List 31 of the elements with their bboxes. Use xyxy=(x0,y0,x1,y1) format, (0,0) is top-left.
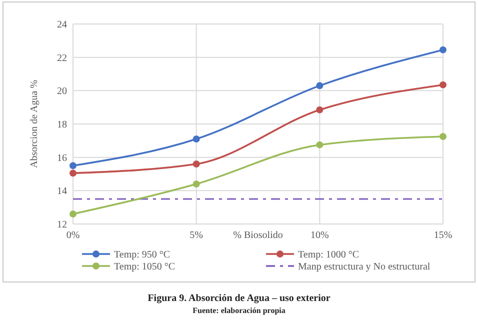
legend-label: Temp: 1000 °C xyxy=(298,250,360,260)
y-tick-label: 16 xyxy=(57,152,67,164)
text: Figura 9. Absorción de Agua – uso exterior xyxy=(148,293,331,304)
point xyxy=(70,170,76,177)
point xyxy=(70,210,76,218)
x-axis-title: % Biosolido xyxy=(233,230,283,241)
legend-label: Temp: 1050 °C xyxy=(114,262,176,272)
point xyxy=(192,136,200,142)
point xyxy=(316,141,324,148)
point xyxy=(192,160,200,168)
y-tick-label: 12 xyxy=(57,220,67,230)
source-note: Fuente: elaboración propia xyxy=(192,306,286,315)
point xyxy=(440,46,446,54)
y-tick-label: 18 xyxy=(57,120,67,130)
y-tick-label: 22 xyxy=(57,52,67,64)
y-tick-label: 20 xyxy=(57,86,67,98)
legend-label: Manp estructura y No estructural xyxy=(298,262,430,272)
point xyxy=(316,82,324,90)
legend-label: Temp: 950 °C xyxy=(114,250,170,260)
x-tick-label: 0% xyxy=(66,230,80,241)
y-axis-title: Absorcion de Agua % xyxy=(29,80,40,168)
point xyxy=(440,81,446,88)
x-tick-label: 15% xyxy=(434,230,452,241)
point xyxy=(70,162,76,170)
point xyxy=(316,106,324,114)
x-tick-label: 5% xyxy=(190,230,204,241)
point xyxy=(192,180,200,188)
y-tick-label: 14 xyxy=(57,186,67,198)
y-tick-label: 24 xyxy=(57,20,67,30)
x-tick-label: 10% xyxy=(310,230,329,241)
point xyxy=(440,133,446,140)
